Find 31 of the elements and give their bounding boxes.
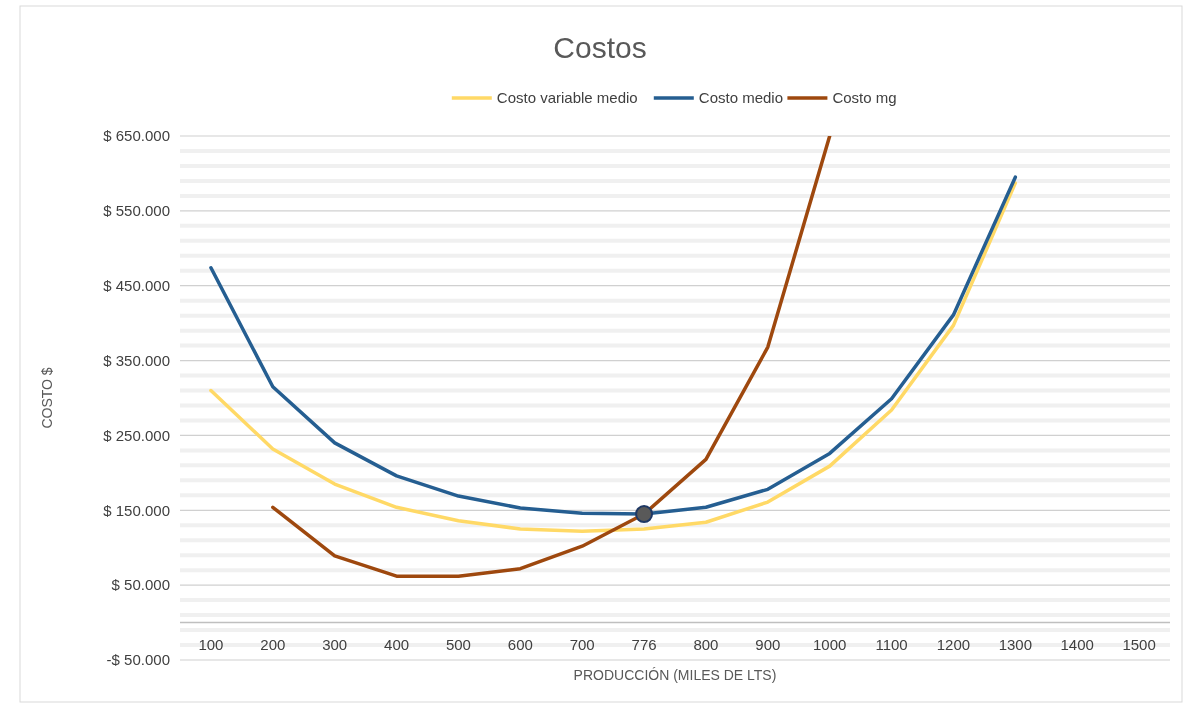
y-tick-label: -$ 50.000 [106,651,170,669]
y-tick-label: $ 350.000 [103,351,170,369]
y-tick-label: $ 50.000 [111,576,170,594]
legend-label: Costo variable medio [496,89,638,107]
x-tick-label: 100 [198,635,224,653]
x-tick-label: 1100 [875,635,908,653]
x-axis-title: PRODUCCIÓN (MILES DE LTS) [573,667,777,683]
y-tick-label: $ 250.000 [103,426,170,444]
x-tick-label: 200 [260,635,286,653]
x-tick-label: 776 [631,635,657,653]
y-axis-title: COSTO $ [39,367,55,429]
x-tick-label: 400 [384,635,410,653]
x-tick-label: 1000 [813,635,847,653]
chart-title: Costos [553,31,647,64]
line-series [271,136,832,578]
x-tick-label: 500 [445,635,471,653]
x-tick-label: 1300 [998,635,1032,653]
x-tick-label: 700 [569,635,595,653]
legend-label: Costo mg [832,89,897,107]
legend-label: Costo medio [698,89,784,107]
y-tick-label: $ 550.000 [103,202,170,220]
x-tick-label: 600 [507,635,533,653]
x-tick-label: 1200 [936,635,971,653]
y-tick-label: $ 150.000 [103,501,170,519]
y-tick-label: $ 650.000 [103,127,170,145]
x-tick-label: 800 [693,635,719,653]
x-tick-label: 1400 [1060,635,1094,653]
x-tick-label: 300 [322,635,348,653]
x-tick-label: 1500 [1122,635,1156,653]
x-tick-label: 900 [755,635,781,653]
y-tick-label: $ 450.000 [103,276,170,294]
